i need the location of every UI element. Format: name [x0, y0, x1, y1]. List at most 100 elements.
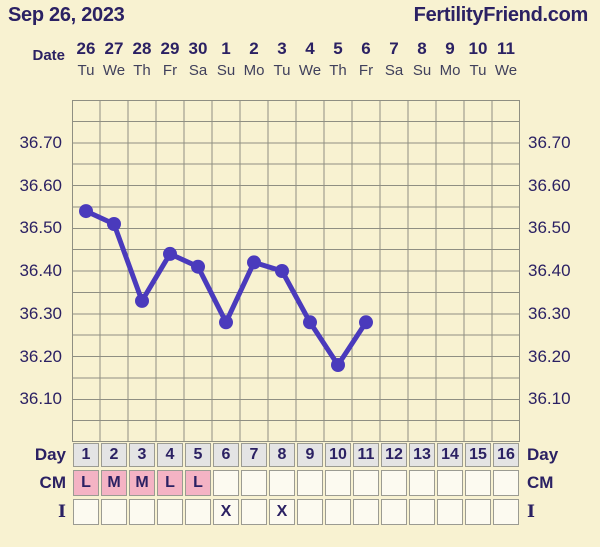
cm-cell[interactable]	[437, 470, 463, 496]
date-number: 10	[468, 39, 488, 58]
cm-cell[interactable]	[465, 470, 491, 496]
temperature-point[interactable]	[79, 204, 93, 219]
date-weekday: Tu	[469, 62, 487, 79]
date-number: 28	[132, 39, 152, 58]
cm-cell[interactable]: L	[157, 470, 183, 496]
date-weekday: Su	[216, 62, 236, 79]
date-number: 11	[497, 39, 515, 58]
date-weekday: Sa	[384, 62, 404, 79]
day-row-label-right: Day	[527, 445, 559, 464]
temperature-point[interactable]	[303, 315, 317, 330]
date-weekday: Sa	[188, 62, 208, 79]
date-weekday: Tu	[273, 62, 291, 79]
cm-cell[interactable]	[297, 470, 323, 496]
date-number: 6	[361, 39, 371, 58]
intercourse-cell[interactable]	[381, 499, 407, 525]
y-axis-tick-label: 36.10	[19, 389, 62, 409]
date-number: 2	[249, 39, 259, 58]
cm-cell[interactable]: L	[185, 470, 211, 496]
date-number: 8	[417, 39, 427, 58]
intercourse-cell[interactable]	[129, 499, 155, 525]
cm-cell[interactable]	[241, 470, 267, 496]
day-cell[interactable]: 9	[297, 443, 323, 467]
day-cell[interactable]: 4	[157, 443, 183, 467]
date-weekday: Fr	[358, 62, 374, 79]
cm-cell[interactable]	[493, 470, 519, 496]
intercourse-cell[interactable]: X	[213, 499, 239, 525]
brand-logo[interactable]: FertilityFriend.com	[413, 4, 589, 26]
temperature-point[interactable]	[359, 315, 373, 330]
intercourse-cell[interactable]	[409, 499, 435, 525]
temperature-point[interactable]	[107, 217, 121, 231]
date-weekday: Mo	[439, 62, 461, 79]
intercourse-cell[interactable]	[297, 499, 323, 525]
cm-cell[interactable]: M	[129, 470, 155, 496]
day-cell[interactable]: 2	[101, 443, 127, 467]
intercourse-cell[interactable]: X	[269, 499, 295, 525]
day-cell[interactable]: 14	[437, 443, 463, 467]
day-cell[interactable]: 5	[185, 443, 211, 467]
temperature-point[interactable]	[275, 264, 289, 278]
temperature-point[interactable]	[331, 358, 345, 372]
date-number: 5	[333, 39, 343, 58]
day-cell[interactable]: 7	[241, 443, 267, 467]
y-axis-tick-label: 36.20	[528, 346, 571, 366]
y-axis-tick-label: 36.70	[528, 132, 571, 152]
temperature-point[interactable]	[163, 246, 177, 261]
day-cell[interactable]: 6	[213, 443, 239, 467]
temperature-point[interactable]	[191, 259, 205, 274]
temperature-point[interactable]	[135, 293, 149, 308]
y-axis-tick-label: 36.40	[528, 261, 571, 280]
intercourse-cell[interactable]	[325, 499, 351, 525]
intercourse-cell[interactable]	[465, 499, 491, 525]
intercourse-cell[interactable]	[73, 499, 99, 525]
intercourse-cell[interactable]	[241, 499, 267, 525]
cm-cell[interactable]	[409, 470, 435, 496]
cm-cell[interactable]: L	[73, 470, 99, 496]
y-axis-tick-label: 36.50	[528, 218, 571, 238]
date-number: 30	[188, 39, 208, 58]
cm-cell[interactable]: M	[101, 470, 127, 496]
cm-cell[interactable]	[269, 470, 295, 496]
cm-row-label-right: CM	[527, 473, 554, 492]
intercourse-cell[interactable]	[437, 499, 463, 525]
temperature-point[interactable]	[219, 315, 233, 330]
cm-cell[interactable]	[213, 470, 239, 496]
date-weekday: Th	[329, 62, 347, 79]
date-number: 7	[389, 39, 399, 58]
date-weekday: We	[494, 62, 518, 79]
date-number: 3	[277, 39, 287, 58]
date-number: 1	[221, 39, 231, 58]
day-cell[interactable]: 15	[465, 443, 491, 467]
intercourse-cell[interactable]	[353, 499, 379, 525]
day-cell[interactable]: 12	[381, 443, 407, 467]
chart-date-title: Sep 26, 2023	[8, 4, 125, 26]
day-cell[interactable]: 1	[73, 443, 99, 467]
day-cell[interactable]: 3	[129, 443, 155, 467]
y-axis-tick-label: 36.70	[19, 132, 62, 152]
y-axis-tick-label: 36.30	[19, 303, 62, 323]
temperature-point[interactable]	[247, 255, 261, 270]
y-axis-tick-label: 36.50	[19, 218, 62, 238]
day-cell[interactable]: 16	[493, 443, 519, 467]
intercourse-cell[interactable]	[157, 499, 183, 525]
intercourse-row-label-right: I	[527, 502, 535, 522]
day-cell[interactable]: 11	[353, 443, 379, 467]
intercourse-cell[interactable]	[493, 499, 519, 525]
intercourse-cell[interactable]	[185, 499, 211, 525]
date-weekday: Su	[412, 62, 432, 79]
cm-cell[interactable]	[325, 470, 351, 496]
cm-cell[interactable]	[353, 470, 379, 496]
day-cell[interactable]: 10	[325, 443, 351, 467]
day-cell[interactable]: 8	[269, 443, 295, 467]
cm-cell[interactable]	[381, 470, 407, 496]
day-cell[interactable]: 13	[409, 443, 435, 467]
y-axis-tick-label: 36.60	[19, 175, 62, 195]
intercourse-cell[interactable]	[101, 499, 127, 525]
y-axis-tick-label: 36.20	[19, 346, 62, 366]
bbt-line-chart[interactable]	[72, 100, 520, 442]
